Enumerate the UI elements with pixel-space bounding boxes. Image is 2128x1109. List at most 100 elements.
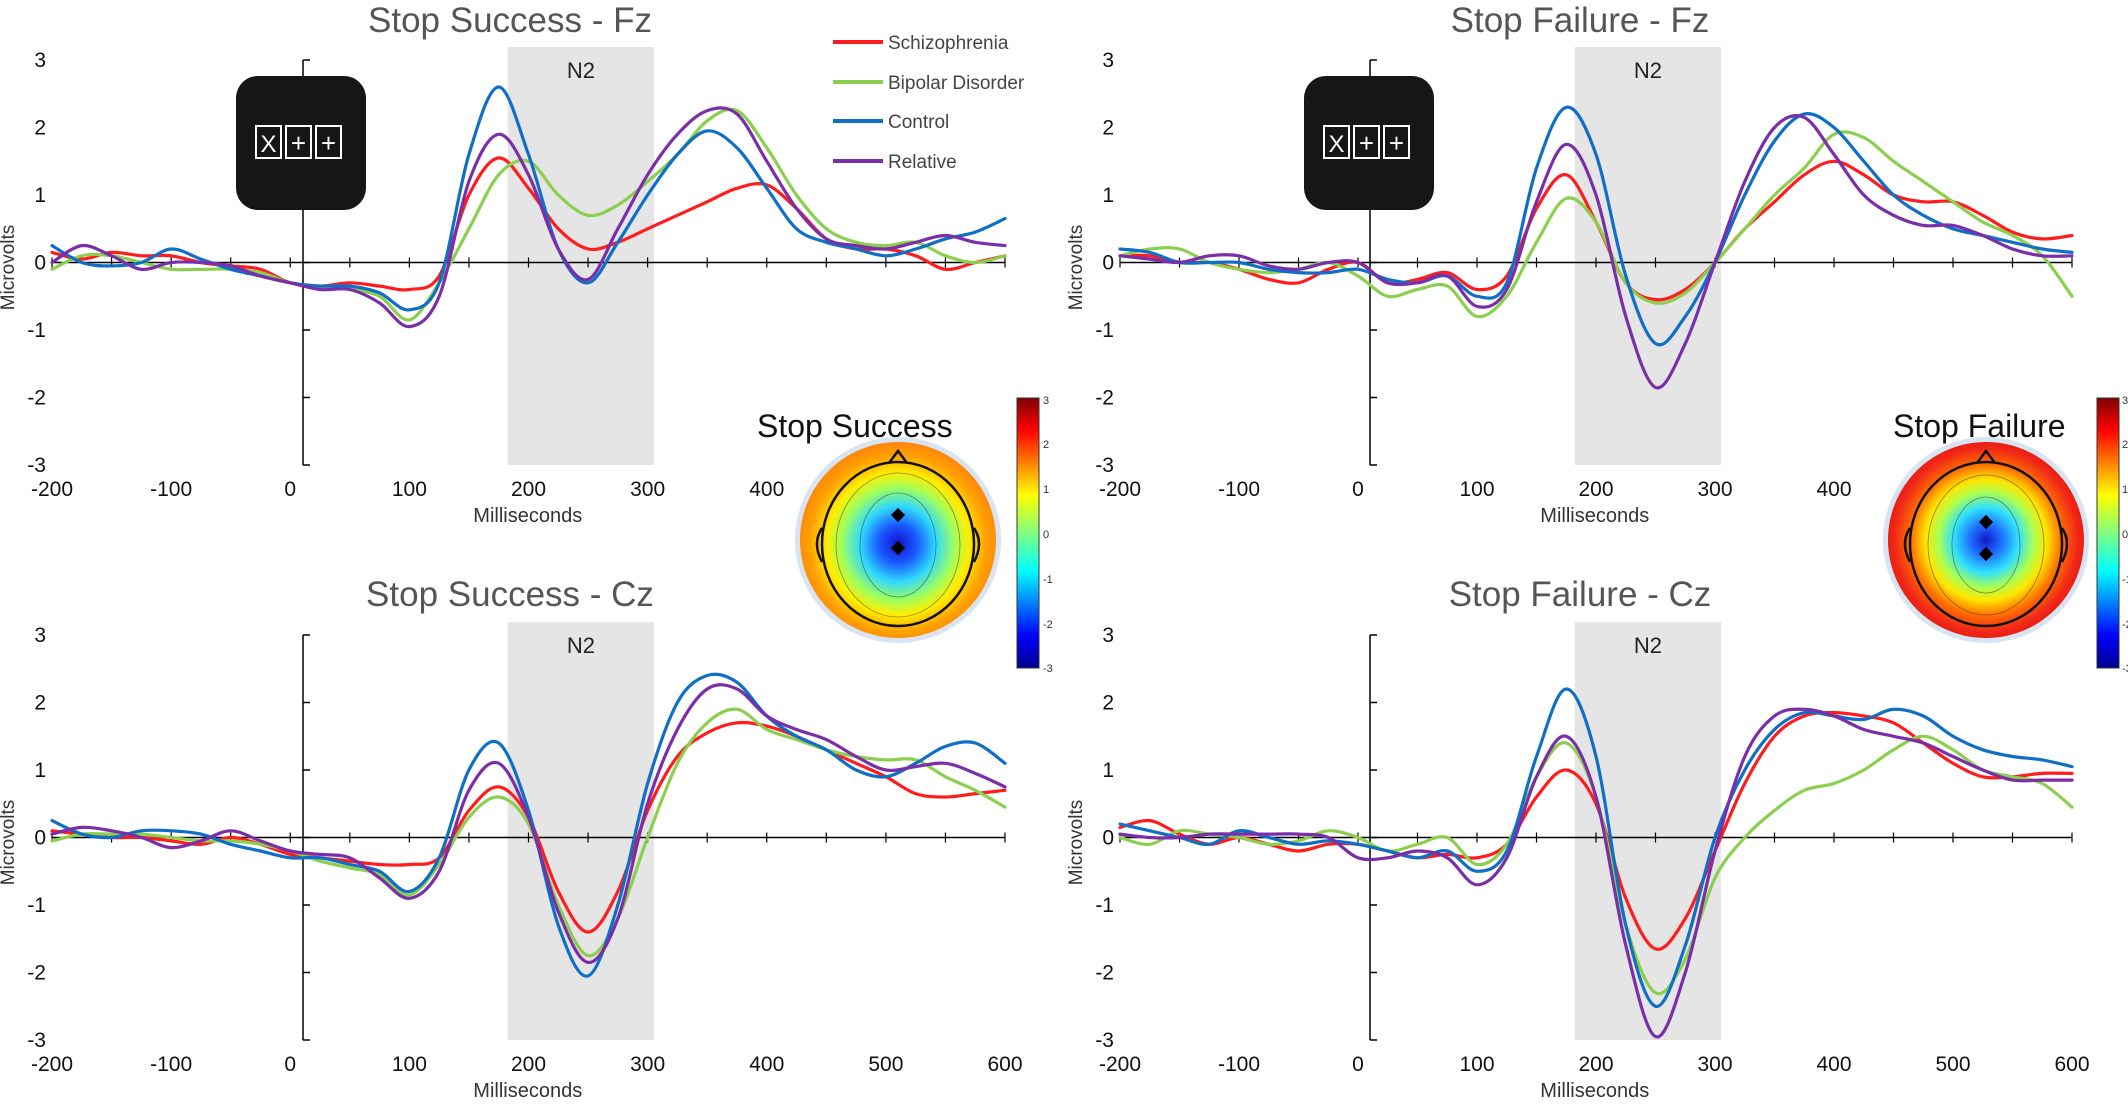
stimulus-symbol: +: [321, 128, 336, 158]
stimulus-symbol: +: [1359, 128, 1374, 158]
x-tick-label: 0: [284, 478, 296, 501]
x-axis-label: Milliseconds: [1540, 1080, 1649, 1102]
erp-panel: N2 3 2 1 0 -1 -2 -3-200 -100 0 100 200 300 400 Millise…: [0, 1, 1007, 527]
y-tick-label: -2: [1095, 962, 1114, 985]
y-tick-label: 3: [34, 624, 46, 647]
x-tick-label: 400: [1816, 1053, 1851, 1076]
x-tick-label: 500: [1935, 1053, 1970, 1076]
panel-title: Stop Failure - Fz: [1451, 1, 1710, 40]
y-tick-label: 1: [1102, 759, 1114, 782]
erp-panel: N2 3 2 1 0 -1 -2 -3-200 -100 0 100 200 300 400 500 600 M…: [1066, 575, 2090, 1102]
svg-text:0: 0: [1043, 529, 1049, 541]
legend-entry: Schizophrenia: [833, 33, 1009, 54]
n2-label: N2: [567, 58, 595, 83]
series-line: [1118, 707, 2074, 1039]
topomap-stop-failure: Stop Failure 3 2 1 0 -1 -2 -3: [1883, 395, 2128, 675]
panel-title: Stop Failure - Cz: [1449, 575, 1712, 614]
series-line: [50, 107, 1007, 322]
y-tick-label: 2: [34, 117, 46, 140]
svg-text:-2: -2: [2122, 619, 2128, 631]
legend-entry: Bipolar Disorder: [833, 73, 1025, 94]
x-tick-label: 100: [1459, 1053, 1494, 1076]
x-tick-label: -200: [31, 478, 73, 501]
x-tick-label: -100: [1218, 1053, 1260, 1076]
y-tick-label: -2: [27, 962, 46, 985]
x-tick-label: -200: [1099, 478, 1141, 501]
colorbar-ticks: 3 2 1 0 -1 -2 -3: [1043, 395, 1053, 675]
svg-text:1: 1: [2122, 484, 2128, 496]
y-tick-label: -2: [1095, 387, 1114, 410]
colorbar: [2096, 397, 2120, 669]
x-axis-label: Milliseconds: [473, 505, 582, 527]
legend-label: Bipolar Disorder: [888, 73, 1025, 94]
x-tick-label: 300: [630, 1053, 665, 1076]
series-line: [1118, 105, 2074, 347]
y-axis-label: Microvolts: [1066, 800, 1087, 886]
stimulus-symbol: X: [1328, 131, 1344, 158]
x-tick-label: 300: [1697, 478, 1732, 501]
y-tick-label: 0: [34, 252, 46, 275]
y-tick-label: -3: [27, 454, 46, 477]
stimulus-symbol: +: [1389, 128, 1404, 158]
series-line: [1118, 687, 2074, 1008]
y-tick-label: 1: [34, 759, 46, 782]
y-tick-label: 2: [1102, 692, 1114, 715]
y-axis-label: Microvolts: [1066, 225, 1087, 311]
series-line: [50, 683, 1007, 964]
legend-entry: Control: [833, 112, 949, 133]
x-tick-label: 300: [630, 478, 665, 501]
y-tick-label: -1: [1095, 894, 1114, 917]
erp-panel: N2 3 2 1 0 -1 -2 -3-200 -100 0 100 200 300 400 500 600 M…: [0, 575, 1023, 1102]
n2-window: [1574, 622, 1721, 1040]
n2-window: [507, 622, 654, 1040]
svg-text:2: 2: [2122, 439, 2128, 451]
y-axis-label: Microvolts: [0, 225, 19, 311]
legend-entry: Relative: [833, 152, 957, 173]
x-tick-label: 200: [511, 1053, 546, 1076]
y-tick-label: 3: [1102, 624, 1114, 647]
x-tick-label: -200: [1099, 1053, 1141, 1076]
head-outline: [820, 460, 976, 628]
x-tick-label: 200: [1578, 478, 1613, 501]
x-tick-label: 0: [1352, 1053, 1364, 1076]
topomap-stop-success: Stop Success 3 2 1 0 -1 -2 -3: [757, 395, 1053, 675]
erp-panel: N2 3 2 1 0 -1 -2 -3-200 -100 0 100 200 300 400 Millise…: [1066, 1, 2074, 527]
x-tick-label: 400: [749, 478, 784, 501]
y-tick-label: -1: [27, 319, 46, 342]
y-axis-label: Microvolts: [0, 800, 19, 886]
stimulus-icon: X + +: [1304, 76, 1434, 210]
n2-label: N2: [567, 633, 595, 658]
y-tick-label: 2: [1102, 117, 1114, 140]
panel-title: Stop Success - Cz: [366, 575, 654, 614]
x-tick-label: 200: [1578, 1053, 1613, 1076]
series-line: [1118, 113, 2074, 390]
y-tick-label: 0: [1102, 252, 1114, 275]
n2-window: [507, 47, 654, 465]
x-tick-label: 0: [284, 1053, 296, 1076]
svg-text:-3: -3: [1043, 663, 1053, 675]
x-tick-label: 300: [1697, 1053, 1732, 1076]
stimulus-symbol: X: [260, 131, 276, 158]
legend-label: Schizophrenia: [888, 33, 1009, 54]
x-tick-label: 100: [1459, 478, 1494, 501]
y-tick-label: -3: [1095, 454, 1114, 477]
y-tick-label: -3: [27, 1029, 46, 1052]
n2-window: [1574, 47, 1721, 465]
x-tick-label: 400: [1816, 478, 1851, 501]
y-tick-label: 0: [34, 827, 46, 850]
y-tick-label: 2: [34, 692, 46, 715]
x-tick-label: 600: [987, 1053, 1022, 1076]
y-tick-label: -1: [1095, 319, 1114, 342]
stimulus-icon: X + +: [236, 76, 366, 210]
svg-text:-3: -3: [2122, 663, 2128, 675]
svg-text:0: 0: [2122, 529, 2128, 541]
colorbar: [1016, 397, 1040, 669]
x-tick-label: 200: [511, 478, 546, 501]
legend-label: Relative: [888, 152, 957, 173]
y-tick-label: -3: [1095, 1029, 1114, 1052]
svg-text:-1: -1: [2122, 574, 2128, 586]
svg-text:2: 2: [1043, 439, 1049, 451]
legend: Schizophrenia Bipolar Disorder Control R…: [833, 33, 1025, 173]
svg-text:3: 3: [2122, 395, 2128, 407]
